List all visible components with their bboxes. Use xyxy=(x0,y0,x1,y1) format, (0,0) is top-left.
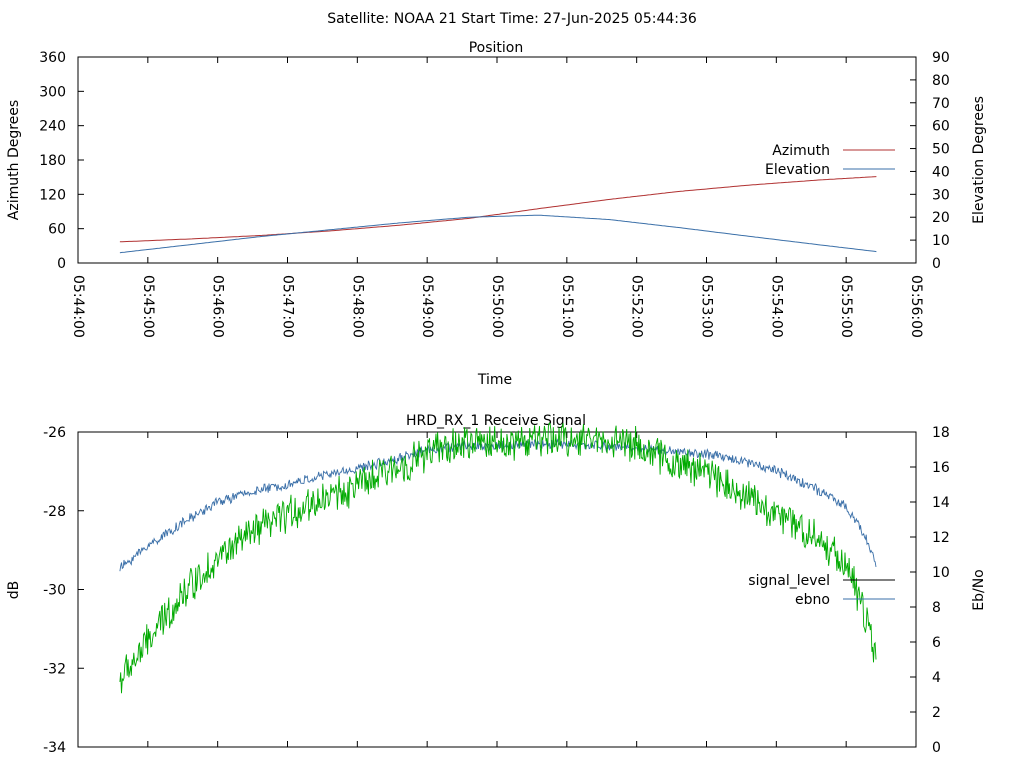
y-left-tick-label: 0 xyxy=(57,256,66,272)
legend-label: Azimuth xyxy=(772,143,830,159)
x-tick-label: 05:44:00 xyxy=(70,275,86,338)
x-tick-label: 05:52:00 xyxy=(629,275,645,338)
y-right-tick-label: 6 xyxy=(932,635,941,651)
chart-header-title: Satellite: NOAA 21 Start Time: 27-Jun-20… xyxy=(327,11,697,27)
y-right-tick-label: 16 xyxy=(932,460,950,476)
position-chart-title: Position xyxy=(469,40,524,56)
x-tick-label: 05:49:00 xyxy=(419,275,435,338)
y-right-tick-label: 20 xyxy=(932,210,950,226)
y-right-tick-label: 0 xyxy=(932,256,941,272)
x-tick-label: 05:47:00 xyxy=(280,275,296,338)
y-right-tick-label: 14 xyxy=(932,495,950,511)
signal-plot-frame xyxy=(77,431,917,748)
y-right-tick-label: 0 xyxy=(932,740,941,756)
y-left-tick-label: -28 xyxy=(43,504,66,520)
y-right-tick-label: 40 xyxy=(932,164,950,180)
y-right-tick-label: 18 xyxy=(932,425,950,441)
y-left-tick-label: 60 xyxy=(48,222,66,238)
y-right-tick-label: 30 xyxy=(932,187,950,203)
y-right-tick-label: 60 xyxy=(932,119,950,135)
y-right-tick-label: 10 xyxy=(932,565,950,581)
position-series xyxy=(119,176,877,254)
signal-series xyxy=(119,422,877,694)
y-right-tick-label: 8 xyxy=(932,600,941,616)
signal-y-axis-label-left: dB xyxy=(6,581,22,600)
y-left-tick-label: -26 xyxy=(43,425,66,441)
x-tick-label: 05:45:00 xyxy=(140,275,156,338)
y-left-tick-label: 240 xyxy=(39,119,66,135)
y-left-tick-label: -34 xyxy=(43,740,66,756)
position-plot-frame xyxy=(77,56,917,264)
x-tick-label: 05:46:00 xyxy=(210,275,226,338)
series-line-elevation xyxy=(119,214,877,254)
signal-chart: HRD_RX_1 Receive Signal -34-32-30-28-26 … xyxy=(6,413,987,756)
y-right-tick-label: 70 xyxy=(932,96,950,112)
signal-x-ticks xyxy=(77,432,917,747)
x-tick-label: 05:55:00 xyxy=(838,275,854,338)
x-tick-label: 05:50:00 xyxy=(489,275,505,338)
y-right-tick-label: 4 xyxy=(932,670,941,686)
legend-label: ebno xyxy=(795,592,830,608)
position-chart: Position 0 60 120 180 240 300 360 0 10 20 30 40 50 6… xyxy=(6,40,987,388)
x-tick-label: 05:54:00 xyxy=(768,275,784,338)
x-tick-label: 05:53:00 xyxy=(699,275,715,338)
signal-left-ticks: -34 -32 -30 -28 -26 xyxy=(43,425,84,756)
x-tick-label: 05:51:00 xyxy=(559,275,575,338)
y-right-tick-label: 90 xyxy=(932,50,950,66)
signal-y-axis-label-right: Eb/No xyxy=(971,569,987,611)
y-right-tick-label: 50 xyxy=(932,142,950,158)
position-right-ticks: 0 10 20 30 40 50 60 70 80 90 xyxy=(910,50,950,272)
legend-label: signal_level xyxy=(748,573,830,589)
y-left-tick-label: -30 xyxy=(43,583,66,599)
position-left-ticks: 0 60 120 180 240 300 360 xyxy=(39,50,84,272)
y-right-tick-label: 80 xyxy=(932,73,950,89)
position-x-ticks: 05:44:00 05:45:00 05:46:00 05:47:00 05:48:00… xyxy=(70,57,924,338)
series-line-unlabeled xyxy=(119,422,877,694)
position-y-axis-label-right: Elevation Degrees xyxy=(971,96,987,224)
y-left-tick-label: 180 xyxy=(39,153,66,169)
y-right-tick-label: 2 xyxy=(932,705,941,721)
signal-right-ticks: 0 2 4 6 8 10 12 14 16 18 xyxy=(910,425,950,756)
x-tick-label: 05:48:00 xyxy=(349,275,365,338)
y-left-tick-label: -32 xyxy=(43,661,66,677)
y-left-tick-label: 120 xyxy=(39,187,66,203)
position-legend: Azimuth Elevation xyxy=(765,143,895,178)
x-tick-label: 05:56:00 xyxy=(908,275,924,338)
legend-label: Elevation xyxy=(765,162,830,178)
signal-chart-title: HRD_RX_1 Receive Signal xyxy=(406,413,586,429)
y-right-tick-label: 10 xyxy=(932,233,950,249)
y-right-tick-label: 12 xyxy=(932,530,950,546)
position-x-axis-label: Time xyxy=(477,372,512,388)
y-left-tick-label: 360 xyxy=(39,50,66,66)
series-line-azimuth xyxy=(119,176,877,243)
position-y-axis-label-left: Azimuth Degrees xyxy=(6,100,22,220)
y-left-tick-label: 300 xyxy=(39,84,66,100)
